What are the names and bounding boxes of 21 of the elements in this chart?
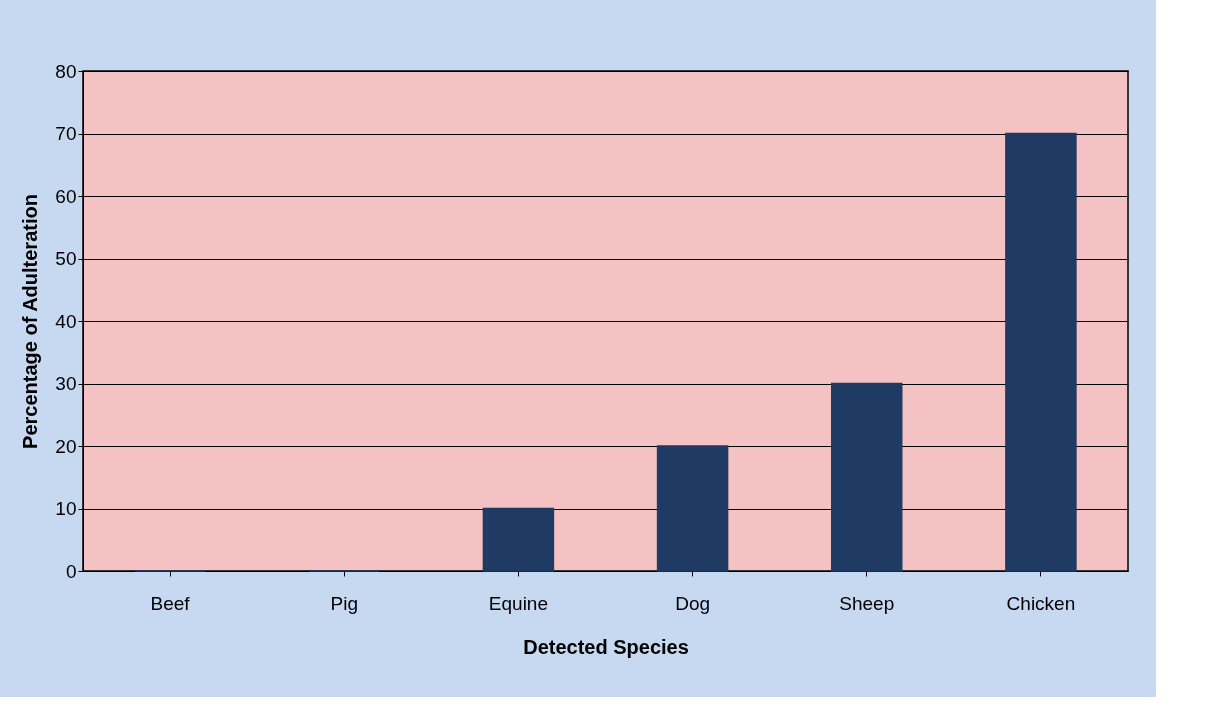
x-tick-label: Pig [330, 592, 358, 614]
y-tick-label: 10 [55, 498, 77, 519]
x-tick-label: Dog [675, 592, 711, 614]
y-tick-label: 50 [55, 248, 77, 269]
y-axis-title: Percentage of Adulteration [19, 194, 42, 449]
y-tick-label: 20 [55, 435, 77, 457]
y-tick-label: 0 [65, 560, 77, 582]
x-tick-label: Beef [150, 592, 191, 614]
bar [482, 507, 555, 572]
y-tick-label: 30 [55, 373, 77, 394]
bar [831, 382, 903, 572]
x-tick-label: Chicken [1006, 592, 1076, 614]
y-tick-label: 60 [55, 185, 77, 207]
y-tick-label: 40 [55, 310, 77, 332]
x-tick-label: Sheep [839, 592, 895, 614]
y-tick-label: 80 [55, 60, 77, 82]
y-tick-label: 70 [55, 123, 77, 144]
bar [1005, 132, 1077, 572]
x-axis-title: Detected Species [523, 635, 689, 658]
bar [656, 445, 729, 572]
x-tick-label: Equine [488, 592, 548, 614]
